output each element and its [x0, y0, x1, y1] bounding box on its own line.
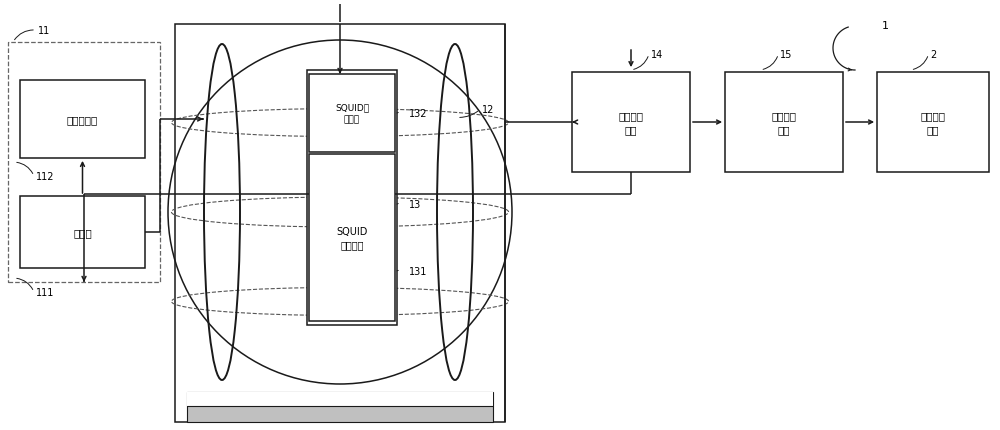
Bar [572, 73, 690, 172]
Text: 串扰消除
模块: 串扰消除 模块 [920, 111, 946, 135]
Bar [175, 25, 505, 422]
Text: 111: 111 [36, 287, 54, 297]
Text: 14: 14 [651, 50, 663, 60]
Text: 11: 11 [38, 26, 50, 36]
Text: 131: 131 [409, 266, 427, 276]
Text: 13: 13 [409, 200, 421, 209]
Text: 1: 1 [882, 21, 889, 31]
Text: 信号源: 信号源 [73, 227, 92, 237]
Text: 132: 132 [409, 109, 428, 119]
Text: 12: 12 [482, 105, 494, 115]
Bar [309, 155, 395, 321]
Bar [187, 392, 493, 422]
Bar [20, 197, 145, 268]
Bar [725, 73, 843, 172]
Bar [307, 71, 397, 325]
Bar [8, 43, 160, 283]
Text: SQUID读
出电路: SQUID读 出电路 [335, 103, 369, 124]
Bar [309, 75, 395, 153]
Text: 功率放大器: 功率放大器 [67, 115, 98, 125]
Text: 测量控制
模块: 测量控制 模块 [618, 111, 644, 135]
Text: 15: 15 [780, 50, 793, 60]
Text: SQUID
测量组件: SQUID 测量组件 [336, 226, 368, 250]
Text: 2: 2 [931, 50, 937, 60]
Text: 串扰标定
模块: 串扰标定 模块 [772, 111, 796, 135]
Bar [20, 81, 145, 159]
Text: 112: 112 [36, 172, 55, 181]
Bar [187, 392, 493, 405]
Bar [877, 73, 989, 172]
